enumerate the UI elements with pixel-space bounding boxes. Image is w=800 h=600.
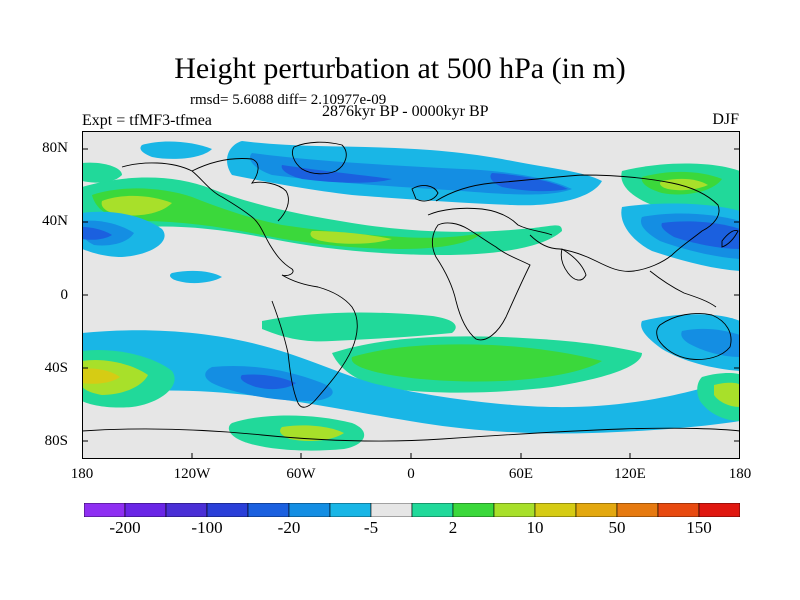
- coast-indonesia: [649, 270, 717, 308]
- lon-label-120w: 120W: [173, 466, 211, 482]
- colorbar-swatch: [206, 503, 249, 517]
- coast-india: [560, 248, 587, 281]
- contour-pos-sh-west-core: [82, 368, 120, 384]
- colorbar-label: 10: [526, 518, 544, 537]
- colorbar-label: -100: [191, 518, 223, 537]
- contour-neg-atlantic-core: [281, 165, 392, 183]
- contour-pos-nh-core-atlantic: [310, 231, 392, 244]
- lon-label-60w: 60W: [286, 466, 316, 482]
- colorbar-label: -5: [363, 518, 379, 537]
- contour-neg-npac-west-core: [82, 227, 112, 240]
- colorbar-swatch: [247, 503, 290, 517]
- colorbar-label: -200: [109, 518, 141, 537]
- lat-label-80s: 80S: [44, 433, 68, 449]
- coast-north-america: [121, 162, 294, 276]
- coast-japan: [721, 230, 739, 248]
- colorbar-label: 2: [448, 518, 458, 537]
- lon-label-60e: 60E: [508, 466, 534, 482]
- colorbar: [84, 503, 740, 517]
- contour-pos-sh-east-core: [714, 382, 740, 407]
- coast-africa: [431, 222, 531, 341]
- colorbar-swatch: [493, 503, 536, 517]
- colorbar-swatch: [370, 503, 413, 517]
- colorbar-swatch: [288, 503, 331, 517]
- season-label: DJF: [712, 111, 739, 128]
- colorbar-label: 150: [686, 518, 712, 537]
- coast-uk: [411, 185, 439, 202]
- colorbar-swatch: [657, 503, 700, 517]
- lon-label-120e: 120E: [614, 466, 646, 482]
- contour-pos-dateline-west: [82, 162, 122, 183]
- lat-label-40n: 40N: [42, 213, 68, 229]
- coast-australia: [656, 313, 732, 360]
- contour-neg-sh-ring-outer: [82, 330, 740, 434]
- contour-pos-nh-core-west: [101, 195, 172, 216]
- contour-neg-tropical-pacific: [170, 270, 222, 284]
- colorbar-swatch: [698, 503, 740, 517]
- height-perturbation-map: [82, 131, 740, 459]
- coast-eurasia: [435, 174, 720, 272]
- lon-label-180e: 180: [728, 466, 752, 482]
- coast-south-america: [271, 274, 358, 408]
- experiment-label: Expt = tfMF3-tfmea: [82, 112, 212, 129]
- coast-greenland: [291, 141, 347, 175]
- contour-pos-nh-band-outer: [82, 177, 562, 255]
- lon-label-0: 0: [407, 466, 415, 482]
- colorbar-swatch: [124, 503, 167, 517]
- contour-pos-nh-band-mid: [92, 188, 482, 249]
- contour-neg-sh-ring-core: [240, 374, 296, 390]
- lat-label-80n: 80N: [42, 140, 68, 156]
- contour-neg-siberia-core: [490, 173, 568, 192]
- axis-ticks: [82, 148, 740, 459]
- colorbar-label: 50: [608, 518, 626, 537]
- colorbar-swatch: [329, 503, 372, 517]
- lat-label-40s: 40S: [44, 360, 68, 376]
- lon-label-180w: 180: [70, 466, 94, 482]
- colorbar-swatch: [84, 503, 126, 517]
- colorbar-swatch: [616, 503, 659, 517]
- contour-neg-sh-east-mid: [681, 328, 740, 357]
- contour-neg-npac-east-core: [661, 221, 740, 249]
- coast-canada: [191, 158, 289, 222]
- contour-pos-antarctic-core: [280, 425, 344, 441]
- rmsd-diff-stats: rmsd= 5.6088 diff= 2.10977e-09: [190, 92, 387, 108]
- period-label: 2876kyr BP - 0000kyr BP: [322, 103, 489, 120]
- contour-pos-pacific-east-core: [660, 178, 708, 191]
- lat-label-0: 0: [60, 287, 69, 303]
- coastlines: [82, 141, 740, 442]
- colorbar-swatch: [575, 503, 618, 517]
- contour-neg-atlantic-mid: [250, 153, 572, 195]
- coast-mediterranean: [427, 207, 553, 236]
- contour-pos-sh-band-mid: [351, 344, 602, 382]
- coast-antarctica: [82, 427, 740, 442]
- colorbar-swatch: [534, 503, 577, 517]
- contour-neg-arctic-west: [140, 141, 212, 159]
- colorbar-swatch: [165, 503, 208, 517]
- plot-title: Height perturbation at 500 hPa (in m): [174, 52, 626, 85]
- colorbar-label: -20: [277, 518, 301, 537]
- colorbar-swatch: [452, 503, 495, 517]
- contour-pos-sh-america: [262, 312, 456, 342]
- colorbar-swatch: [411, 503, 454, 517]
